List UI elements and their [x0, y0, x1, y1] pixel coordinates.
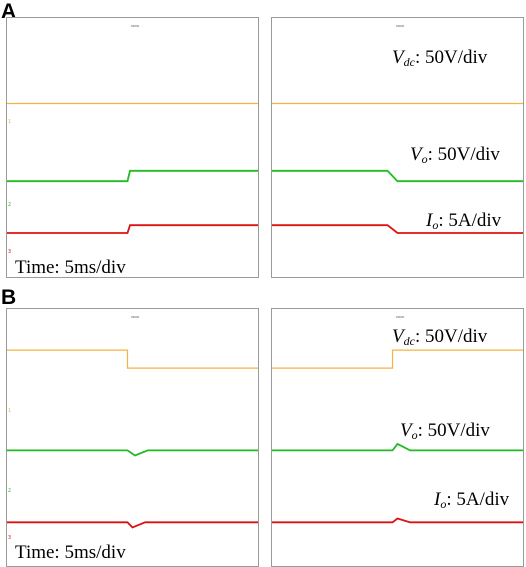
trace-io [272, 517, 523, 524]
vo-label: Vo: 50V/div [400, 420, 490, 442]
trace-vo [272, 442, 523, 452]
vdc-label: Vdc: 50V/div [392, 326, 488, 348]
vo-label: Vo: 50V/div [410, 144, 500, 166]
trace-io [7, 521, 258, 529]
time-scale-label: Time: 5ms/div [15, 257, 126, 278]
trigger-marker: ᴏᴅᴏᴅ [396, 23, 405, 28]
ch3-marker: 3 [8, 249, 12, 255]
panel-a-scope-left: ᴏᴅᴏᴅ 1 2 3 Time: 5ms/div [6, 17, 259, 278]
ch2-marker: 2 [8, 488, 12, 494]
trace-io [7, 224, 258, 234]
trace-vdc [272, 349, 523, 369]
panel-a-scope-right: ᴏᴅᴏᴅ Vdc: 50V/div Vo: 50V/div Io: 5A/div [271, 17, 524, 278]
panel-a-letter: A [1, 0, 17, 23]
trace-vo [7, 449, 258, 457]
panel-b-scope-right: ᴏᴅᴏᴅ Vdc: 50V/div Vo: 50V/div Io: 5A/div [271, 308, 524, 567]
trigger-marker: ᴏᴅᴏᴅ [396, 314, 405, 319]
scope-traces [272, 102, 523, 234]
panel-b-letter: B [1, 286, 17, 309]
io-label: Io: 5A/div [434, 489, 510, 511]
vdc-label: Vdc: 50V/div [392, 47, 488, 69]
scope-traces [7, 349, 258, 529]
panel-b-scope-left: ᴏᴅᴏᴅ 1 2 3 Time: 5ms/div [6, 308, 259, 567]
ch1-marker: 1 [8, 119, 12, 125]
trace-vo [272, 169, 523, 183]
ch1-marker: 1 [8, 408, 12, 414]
ch3-marker: 3 [8, 535, 12, 541]
trigger-marker: ᴏᴅᴏᴅ [131, 314, 140, 319]
scope-traces [7, 102, 258, 234]
trigger-marker: ᴏᴅᴏᴅ [131, 23, 140, 28]
trace-io [272, 224, 523, 234]
trace-vdc [7, 349, 258, 369]
ch2-marker: 2 [8, 202, 12, 208]
time-scale-label: Time: 5ms/div [15, 542, 126, 563]
trace-vo [7, 169, 258, 183]
scope-traces [272, 349, 523, 524]
io-label: Io: 5A/div [426, 210, 502, 232]
